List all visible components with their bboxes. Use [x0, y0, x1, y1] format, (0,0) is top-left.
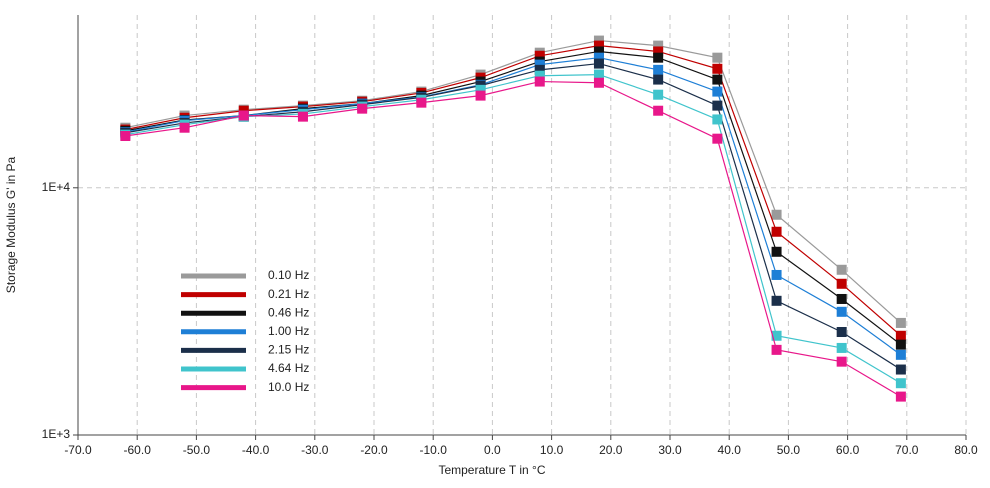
x-tick-label: -40.0: [242, 443, 270, 457]
x-tick-label: -70.0: [64, 443, 92, 457]
legend-label: 0.21 Hz: [268, 287, 309, 301]
point-marker: [416, 97, 427, 108]
point-marker: [712, 86, 723, 97]
series-line: [125, 57, 902, 356]
series-line: [125, 80, 902, 398]
y-tick-label: 1E+3: [42, 427, 71, 441]
x-tick-label: 60.0: [836, 443, 860, 457]
point-marker: [653, 89, 664, 100]
point-marker: [771, 330, 782, 341]
x-tick-label: 20.0: [599, 443, 623, 457]
point-marker: [653, 46, 664, 57]
legend-label: 0.10 Hz: [268, 268, 309, 282]
point-marker: [238, 110, 249, 121]
point-marker: [593, 58, 604, 69]
point-marker: [836, 278, 847, 289]
point-marker: [771, 226, 782, 237]
point-marker: [712, 52, 723, 63]
point-marker: [120, 130, 131, 141]
point-marker: [771, 269, 782, 280]
y-axis-label: Storage Modulus G' in Pa: [4, 156, 18, 293]
point-marker: [593, 40, 604, 51]
point-marker: [712, 74, 723, 85]
x-tick-label: 30.0: [658, 443, 682, 457]
point-marker: [653, 105, 664, 116]
point-marker: [771, 295, 782, 306]
point-marker: [179, 122, 190, 133]
x-tick-label: 70.0: [895, 443, 919, 457]
point-marker: [593, 35, 604, 46]
x-tick-label: 50.0: [777, 443, 801, 457]
legend-label: 2.15 Hz: [268, 343, 309, 357]
point-marker: [895, 391, 906, 402]
point-marker: [836, 306, 847, 317]
point-marker: [593, 69, 604, 80]
point-marker: [712, 114, 723, 125]
legend-label: 0.46 Hz: [268, 305, 309, 319]
point-marker: [653, 52, 664, 63]
point-marker: [895, 317, 906, 328]
x-tick-label: 80.0: [954, 443, 978, 457]
series-line: [125, 44, 902, 337]
point-marker: [534, 76, 545, 87]
point-marker: [836, 327, 847, 338]
point-marker: [771, 344, 782, 355]
legend-label: 4.64 Hz: [268, 361, 309, 375]
point-marker: [534, 50, 545, 61]
series-line: [125, 50, 902, 346]
point-marker: [836, 293, 847, 304]
point-marker: [475, 84, 486, 95]
point-marker: [534, 70, 545, 81]
legend-label: 1.00 Hz: [268, 324, 309, 338]
point-marker: [771, 246, 782, 257]
x-tick-label: 10.0: [540, 443, 564, 457]
x-tick-label: -10.0: [420, 443, 448, 457]
point-marker: [712, 100, 723, 111]
point-marker: [895, 339, 906, 350]
point-marker: [895, 330, 906, 341]
point-marker: [836, 356, 847, 367]
point-marker: [895, 349, 906, 360]
point-marker: [895, 378, 906, 389]
x-tick-label: 0.0: [484, 443, 501, 457]
point-marker: [475, 90, 486, 101]
y-tick-label: 1E+4: [42, 180, 71, 194]
series-line: [125, 39, 902, 324]
x-axis-label: Temperature T in °C: [438, 463, 545, 477]
point-marker: [653, 74, 664, 85]
x-tick-label: -20.0: [360, 443, 388, 457]
point-marker: [712, 133, 723, 144]
point-marker: [357, 103, 368, 114]
x-tick-label: -60.0: [124, 443, 152, 457]
point-marker: [534, 59, 545, 70]
x-tick-label: -30.0: [301, 443, 329, 457]
point-marker: [297, 111, 308, 122]
point-marker: [653, 64, 664, 75]
x-tick-label: 40.0: [718, 443, 742, 457]
point-marker: [712, 63, 723, 74]
x-tick-label: -50.0: [183, 443, 211, 457]
point-marker: [593, 46, 604, 57]
point-marker: [836, 264, 847, 275]
point-marker: [593, 77, 604, 88]
point-marker: [895, 364, 906, 375]
point-marker: [836, 342, 847, 353]
point-marker: [653, 40, 664, 51]
point-marker: [534, 64, 545, 75]
point-marker: [771, 209, 782, 220]
legend-label: 10.0 Hz: [268, 380, 309, 394]
point-marker: [593, 52, 604, 63]
